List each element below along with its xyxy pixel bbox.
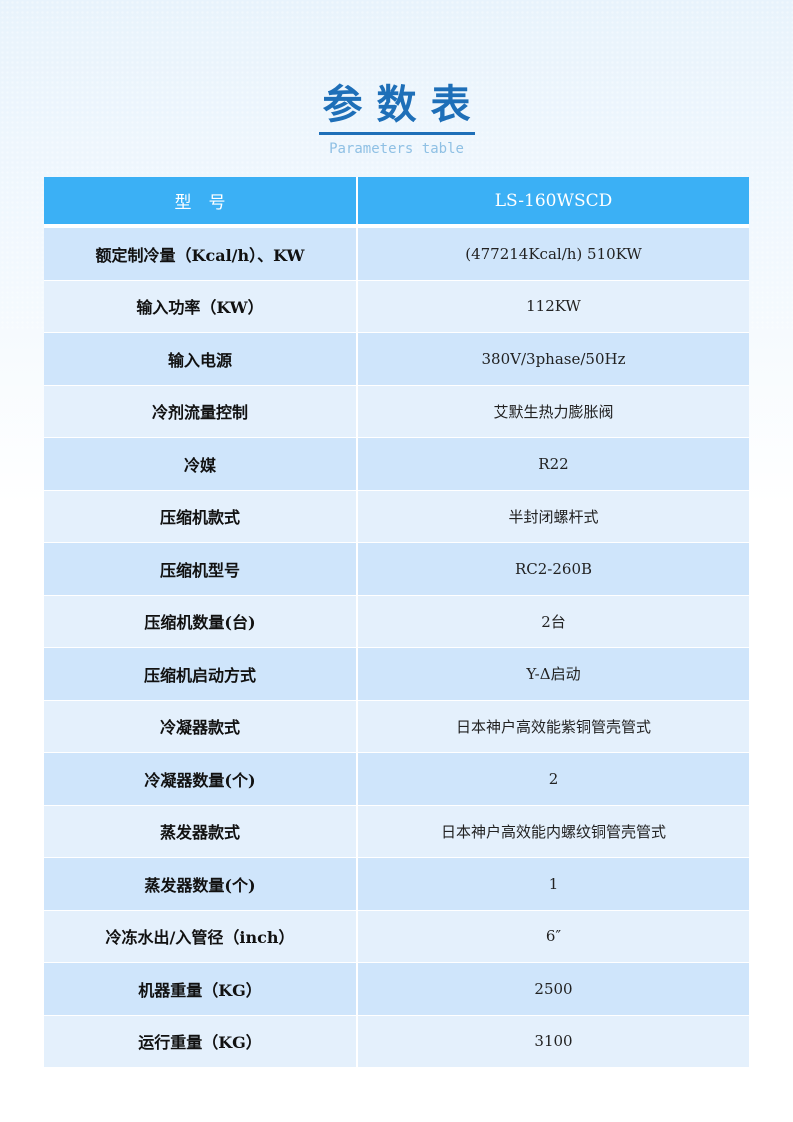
param-name: 蒸发器款式 — [44, 805, 358, 858]
param-name: 冷冻水出/入管径（inch） — [44, 910, 358, 963]
param-name: 冷媒 — [44, 437, 358, 491]
param-name: 冷剂流量控制 — [44, 385, 358, 438]
param-name: 冷凝器数量(个) — [44, 752, 358, 806]
table-row: 输入电源 380V/3phase/50Hz — [44, 332, 749, 386]
table-row: 机器重量（KG） 2500 — [44, 962, 749, 1016]
table-row: 运行重量（KG） 3100 — [44, 1015, 749, 1068]
param-value: 3100 — [357, 1015, 749, 1068]
page-title: 参数表 — [322, 81, 485, 128]
table-row: 冷凝器数量(个) 2 — [44, 752, 749, 806]
param-value: 2500 — [357, 962, 749, 1016]
param-value: 2台 — [357, 595, 749, 648]
page-heading: 参数表 Parameters table — [0, 80, 793, 157]
param-value: 6″ — [357, 910, 749, 963]
parameters-table: 型 号 LS-160WSCD 额定制冷量（Kcal/h）、KW (477214Kc… — [44, 177, 749, 1068]
param-value: 1 — [357, 857, 749, 911]
table-row: 压缩机款式 半封闭螺杆式 — [44, 490, 749, 543]
param-name: 冷凝器款式 — [44, 700, 358, 753]
param-value: 日本神户高效能紫铜管壳管式 — [357, 700, 749, 753]
param-name: 蒸发器数量(个) — [44, 857, 358, 911]
table-row: 压缩机型号 RC2-260B — [44, 542, 749, 596]
table-row: 压缩机启动方式 Y-Δ启动 — [44, 647, 749, 701]
table-row: 冷媒 R22 — [44, 437, 749, 491]
param-name: 运行重量（KG） — [44, 1015, 358, 1068]
param-value: 112KW — [357, 280, 749, 333]
param-name: 压缩机数量(台) — [44, 595, 358, 648]
table-row: 输入功率（KW） 112KW — [44, 280, 749, 333]
table-row: 冷凝器款式 日本神户高效能紫铜管壳管式 — [44, 700, 749, 753]
param-name: 压缩机型号 — [44, 542, 358, 596]
table-row: 蒸发器款式 日本神户高效能内螺纹铜管壳管式 — [44, 805, 749, 858]
param-value: 2 — [357, 752, 749, 806]
param-value: RC2-260B — [357, 542, 749, 596]
table-row: 冷剂流量控制 艾默生热力膨胀阀 — [44, 385, 749, 438]
table-row: 冷冻水出/入管径（inch） 6″ — [44, 910, 749, 963]
param-value: 380V/3phase/50Hz — [357, 332, 749, 386]
table-row: 额定制冷量（Kcal/h）、KW (477214Kcal/h) 510KW — [44, 226, 749, 281]
param-name: 压缩机款式 — [44, 490, 358, 543]
title-underline — [318, 132, 475, 135]
table-row: 蒸发器数量(个) 1 — [44, 857, 749, 911]
header-model: LS-160WSCD — [357, 177, 749, 228]
param-name: 额定制冷量（Kcal/h）、KW — [44, 226, 358, 281]
header-key: 型 号 — [44, 177, 358, 228]
param-name: 机器重量（KG） — [44, 962, 358, 1016]
param-value: 日本神户高效能内螺纹铜管壳管式 — [357, 805, 749, 858]
param-value: 艾默生热力膨胀阀 — [357, 385, 749, 438]
param-value: (477214Kcal/h) 510KW — [357, 226, 749, 281]
param-value: R22 — [357, 437, 749, 491]
param-name: 输入功率（KW） — [44, 280, 358, 333]
param-value: Y-Δ启动 — [357, 647, 749, 701]
table-header-row: 型 号 LS-160WSCD — [44, 177, 749, 228]
page-subtitle: Parameters table — [329, 141, 464, 157]
param-name: 输入电源 — [44, 332, 358, 386]
table-row: 压缩机数量(台) 2台 — [44, 595, 749, 648]
param-value: 半封闭螺杆式 — [357, 490, 749, 543]
param-name: 压缩机启动方式 — [44, 647, 358, 701]
